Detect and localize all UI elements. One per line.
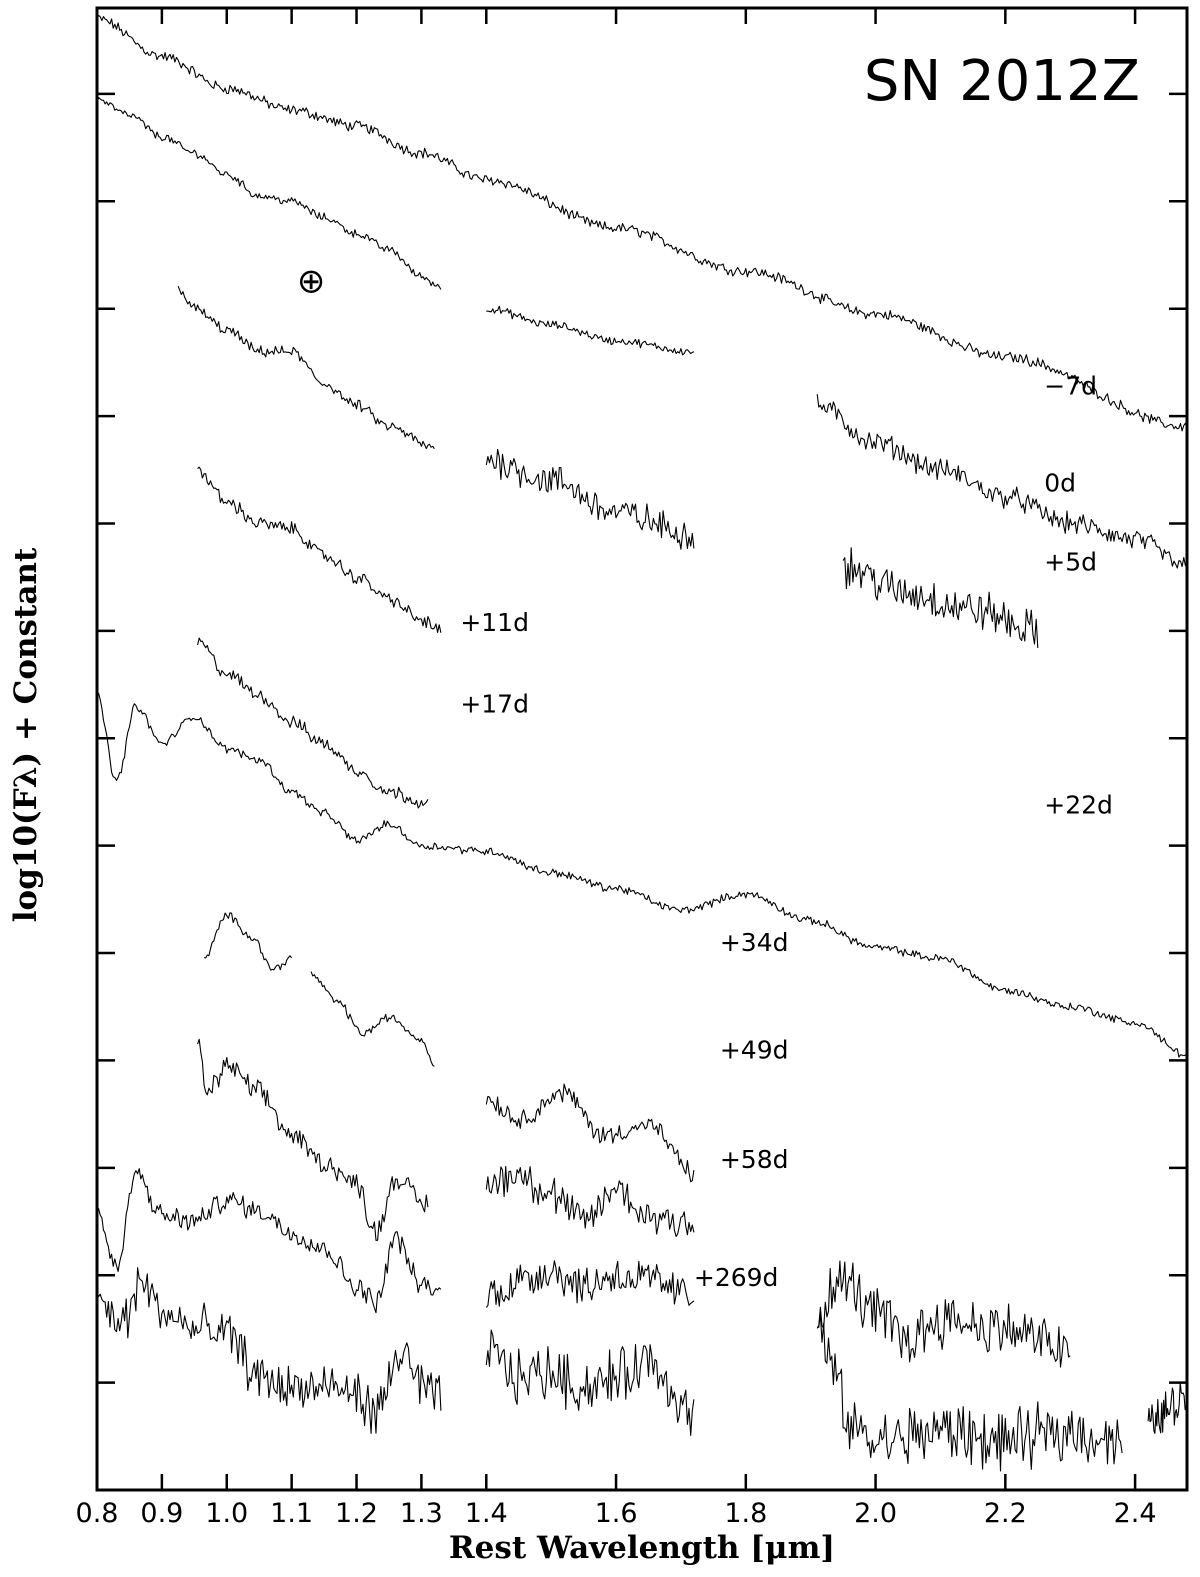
y-axis-title: log10(Fλ) + Constant (8, 547, 44, 922)
epoch-label: +22d (1044, 790, 1113, 819)
epoch-label: +5d (1044, 548, 1097, 577)
epoch-label: −7d (1044, 372, 1097, 401)
epoch-label: +58d (720, 1145, 789, 1174)
spectrum-line-1 (816, 394, 1188, 569)
x-tick-label: 0.9 (140, 1498, 183, 1529)
spectrum-line-9 (1147, 1381, 1188, 1434)
x-tick-label: 1.1 (270, 1498, 313, 1529)
x-tick-label: 1.8 (724, 1498, 767, 1529)
x-axis-title: Rest Wavelength [μm] (449, 1530, 835, 1566)
x-tick-label: 1.4 (465, 1498, 508, 1529)
epoch-label: +269d (694, 1263, 779, 1292)
x-tick-label: 1.3 (400, 1498, 443, 1529)
spectrum-line-1 (486, 305, 695, 356)
epoch-label: +11d (460, 608, 529, 637)
spectrum-line-6 (203, 912, 293, 971)
spectrum-line-2 (485, 448, 695, 550)
spectrum-line-7 (197, 1038, 429, 1241)
spectrum-line-2 (842, 547, 1039, 649)
epoch-label: +34d (720, 928, 789, 957)
spectrum-line-9 (96, 1267, 442, 1434)
epoch-label-group: −7d 0d +5d +11d +17d +22d +34d +49d +58d +269d (460, 372, 1113, 1292)
spectrum-line-0 (96, 14, 1188, 432)
x-tick-label: 0.8 (76, 1498, 119, 1529)
telluric-marker: ⊕ (297, 262, 326, 302)
epoch-label: 0d (1044, 468, 1076, 497)
spectrum-line-1 (96, 97, 442, 290)
tick-group: 0.8 0.9 1.0 1.1 1.2 1.3 1.4 1.6 1.8 2.0 2.2 2.4 (76, 8, 1187, 1529)
spectrum-line-9 (817, 1313, 1123, 1472)
x-tick-label: 1.6 (595, 1498, 638, 1529)
spectrum-line-6 (485, 1083, 695, 1183)
spectrum-line-7 (485, 1165, 695, 1238)
spectrum-line-4 (197, 637, 429, 809)
series-group (96, 14, 1188, 1472)
spectrum-line-8 (96, 1168, 442, 1314)
spectrum-line-8 (485, 1260, 695, 1308)
plot-frame (95, 6, 1189, 1492)
x-tick-label: 2.4 (1114, 1498, 1157, 1529)
spectrum-line-2 (177, 285, 435, 450)
x-tick-label: 2.2 (984, 1498, 1027, 1529)
epoch-label: +49d (720, 1035, 789, 1064)
x-tick-label: 1.0 (205, 1498, 248, 1529)
x-tick-label: 1.2 (335, 1498, 378, 1529)
spectrum-line-5 (96, 692, 1188, 1058)
spectrum-line-3 (197, 466, 442, 633)
chart-title: SN 2012Z (864, 49, 1140, 114)
spectrum-line-6 (310, 971, 435, 1067)
epoch-label: +17d (460, 689, 529, 718)
spectrum-line-8 (816, 1260, 1071, 1368)
spectrum-line-9 (485, 1329, 695, 1436)
x-tick-label: 2.0 (854, 1498, 897, 1529)
